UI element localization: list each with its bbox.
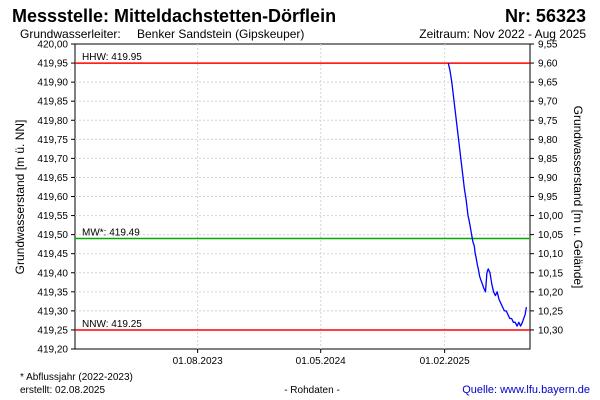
y2-axis-label: Grundwasserstand [m u. Gelände] (571, 106, 585, 289)
y2-tick-label: 9,65 (538, 78, 558, 89)
station-title: Messstelle: Mitteldachstetten-Dörflein (12, 6, 336, 26)
y-tick-label: 419,70 (37, 154, 68, 165)
y2-tick-label: 10,20 (538, 287, 563, 298)
y2-tick-label: 9,85 (538, 154, 558, 165)
y-tick-label: 419,85 (37, 97, 68, 108)
y2-tick-label: 10,15 (538, 268, 563, 279)
raw-data-note: - Rohdaten - (284, 385, 340, 396)
y2-tick-label: 9,95 (538, 192, 558, 203)
y2-tick-label: 9,55 (538, 40, 558, 51)
y-tick-label: 419,40 (37, 268, 68, 279)
y-axis-right: 9,55 9,60 9,65 9,70 9,75 9,80 9,85 9,90 9,95 10,0… (530, 40, 563, 336)
y2-tick-label: 10,05 (538, 230, 563, 241)
footnote: * Abflussjahr (2022-2023) (20, 372, 133, 383)
created-date: erstellt: 02.08.2025 (20, 385, 105, 396)
reference-lines: HHW: 419.95 MW*: 419.49 NNW: 419.25 (75, 52, 530, 331)
y-tick-label: 419,75 (37, 135, 68, 146)
y-tick-label: 419,60 (37, 192, 68, 203)
y-tick-label: 419,35 (37, 287, 68, 298)
ref-label-nnw: NNW: 419.25 (82, 319, 142, 330)
y-tick-label: 419,90 (37, 78, 68, 89)
aquifer-value: Benker Sandstein (Gipskeuper) (137, 27, 304, 41)
y-axis-label: Grundwasserstand [m ü. NN] (13, 120, 27, 275)
y-tick-label: 419,45 (37, 249, 68, 260)
x-tick-label: 01.02.2025 (420, 356, 470, 367)
y2-tick-label: 9,70 (538, 97, 558, 108)
ref-label-hhw: HHW: 419.95 (82, 52, 142, 63)
y-axis-left: 420,00 419,95 419,90 419,85 419,80 419,75 419,… (37, 40, 75, 356)
source-link[interactable]: Quelle: www.lfu.bayern.de (462, 384, 590, 396)
series-group (447, 62, 528, 327)
y2-tick-label: 10,25 (538, 306, 563, 317)
y2-tick-label: 10,10 (538, 249, 563, 260)
y-tick-label: 419,30 (37, 306, 68, 317)
aquifer-label: Grundwasserleiter: (20, 27, 121, 41)
y-tick-label: 419,80 (37, 116, 68, 127)
y-tick-label: 419,50 (37, 230, 68, 241)
y-tick-label: 419,65 (37, 173, 68, 184)
y-tick-label: 419,20 (37, 345, 68, 356)
y2-tick-label: 9,60 (538, 59, 558, 70)
series-line-0 (447, 62, 528, 327)
gridlines (75, 44, 530, 349)
y-tick-label: 419,95 (37, 59, 68, 70)
ref-label-mw: MW*: 419.49 (82, 227, 140, 238)
y2-tick-label: 9,90 (538, 173, 558, 184)
plot-area (74, 43, 531, 350)
y-tick-label: 419,55 (37, 211, 68, 222)
x-axis: 01.08.2023 01.05.2024 01.02.2025 (173, 349, 470, 367)
y2-tick-label: 9,75 (538, 116, 558, 127)
period-range: Zeitraum: Nov 2022 - Aug 2025 (419, 27, 586, 41)
y2-tick-label: 10,30 (538, 325, 563, 336)
y2-tick-label: 9,80 (538, 135, 558, 146)
x-tick-label: 01.08.2023 (173, 356, 223, 367)
y2-tick-label: 10,00 (538, 211, 563, 222)
station-number: Nr: 56323 (505, 6, 586, 26)
y-tick-label: 419,25 (37, 325, 68, 336)
x-tick-label: 01.05.2024 (296, 356, 346, 367)
y-tick-label: 420,00 (37, 40, 68, 51)
